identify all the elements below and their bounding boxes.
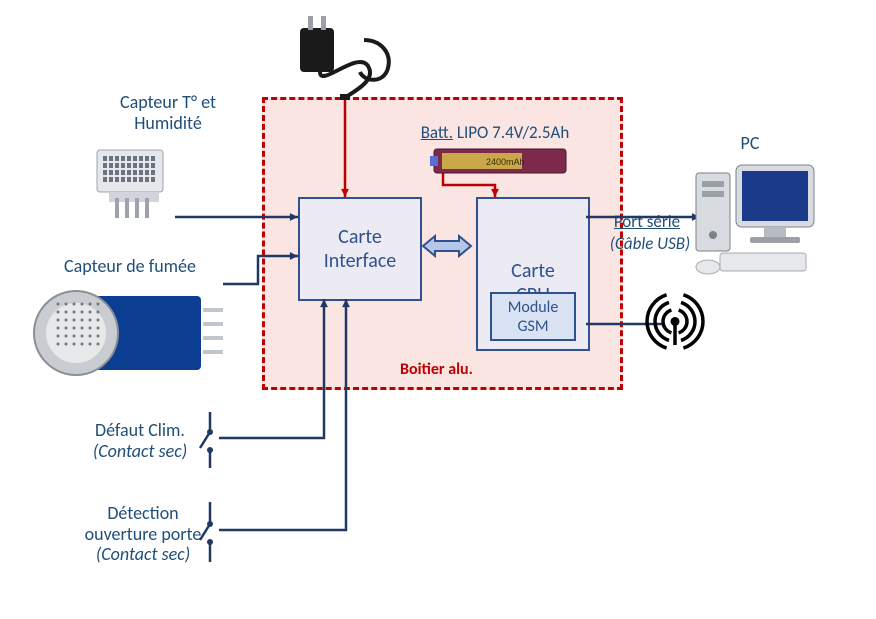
- gsm-box: ModuleGSM: [490, 292, 576, 341]
- label-temp: Capteur T° etHumidité: [83, 92, 253, 133]
- switch-clim-icon: [198, 410, 222, 470]
- dht-sensor-icon: [95, 148, 173, 220]
- antenna-icon: [640, 283, 710, 345]
- battery-icon: 2400mAh: [430, 147, 570, 175]
- svg-text:2400mAh: 2400mAh: [486, 157, 525, 167]
- label-batt: Batt. LIPO 7.4V/2.5Ah: [380, 123, 610, 143]
- arrow-temp_to_if: [163, 205, 310, 229]
- arrow-psu_to_if: [333, 88, 357, 209]
- arrow-if-cpu-double: [421, 232, 473, 260]
- label-smoke: Capteur de fumée: [25, 256, 235, 277]
- smoke-sensor-icon: [30, 278, 225, 388]
- label-pc: PC: [710, 133, 790, 154]
- enclosure-label: Boitier alu.: [400, 360, 473, 379]
- psu-icon: [290, 10, 400, 100]
- interface-box: CarteInterface: [298, 197, 422, 301]
- pc-icon: [690, 155, 820, 275]
- switch-door-icon: [198, 500, 222, 564]
- arrow-door_to_if: [207, 287, 358, 542]
